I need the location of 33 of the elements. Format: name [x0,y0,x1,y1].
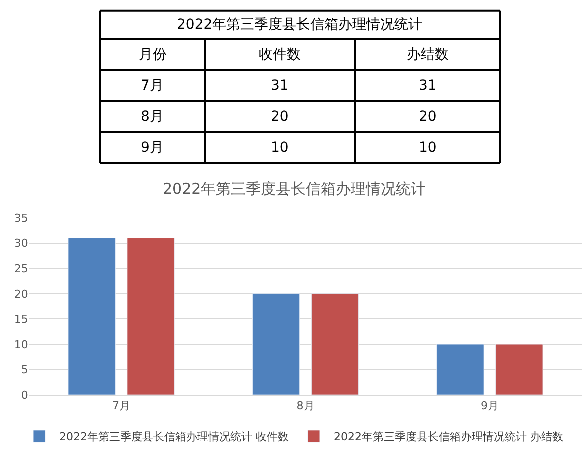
y-tick-label: 20 [14,288,28,301]
y-tick-label: 10 [14,338,28,352]
data-label: 20 [419,109,437,125]
y-tick-label: 15 [14,313,28,326]
category-label: 8月 [141,109,164,125]
y-tick-label: 30 [14,237,28,250]
x-tick-label: 7月 [112,399,131,412]
y-tick-label: 25 [14,262,28,276]
y-tick-label: 0 [21,388,28,402]
bar [127,238,175,396]
legend-label: 2022年第三季度县长信箱办理情况统计 办结数 [334,430,564,444]
data-label: 10 [419,140,437,156]
chart-title: 2022年第三季度县长信箱办理情况统计 [163,180,426,198]
bar [252,294,300,396]
y-tick-label: 5 [21,364,28,377]
category-label: 9月 [141,140,164,156]
bar [311,294,360,396]
text: 办结数 [407,47,449,63]
data-label: 31 [419,78,437,94]
legend-label: 2022年第三季度县长信箱办理情况统计 收件数 [60,430,289,444]
x-tick-label: 9月 [481,399,499,412]
text: 月份 [139,47,167,63]
bar [496,344,544,396]
data-label: 20 [271,109,289,125]
data-label: 31 [271,78,289,94]
text: 2022年第三季度县长信箱办理情况统计 [177,17,423,33]
bar [68,238,116,396]
y-tick-label: 35 [14,212,28,225]
bar [436,344,484,396]
text: 收件数 [259,47,301,63]
data-label: 10 [271,140,289,156]
x-tick-label: 8月 [296,399,315,412]
category-label: 7月 [141,78,164,94]
